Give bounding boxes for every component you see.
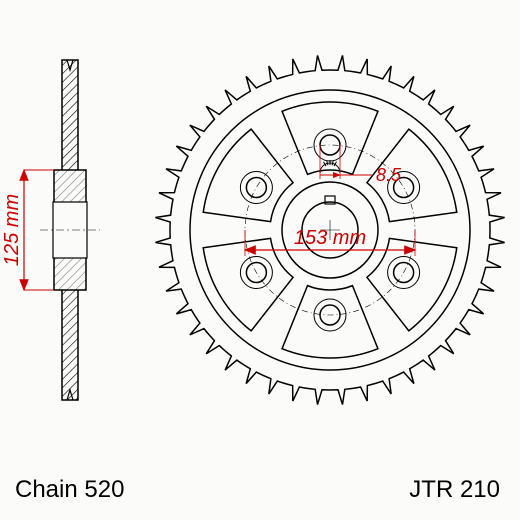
svg-text:153 mm: 153 mm xyxy=(294,227,366,249)
chain-size-label: Chain 520 xyxy=(15,476,124,504)
sprocket-diagram: 125 mm 153 mm 8.5 xyxy=(0,0,520,520)
side-view xyxy=(40,60,100,400)
svg-text:125 mm: 125 mm xyxy=(1,194,23,266)
drawing-canvas: 125 mm 153 mm 8.5 Chain 520 JTR 210 xyxy=(0,0,520,520)
svg-text:8.5: 8.5 xyxy=(376,165,402,185)
part-number-label: JTR 210 xyxy=(409,476,500,504)
